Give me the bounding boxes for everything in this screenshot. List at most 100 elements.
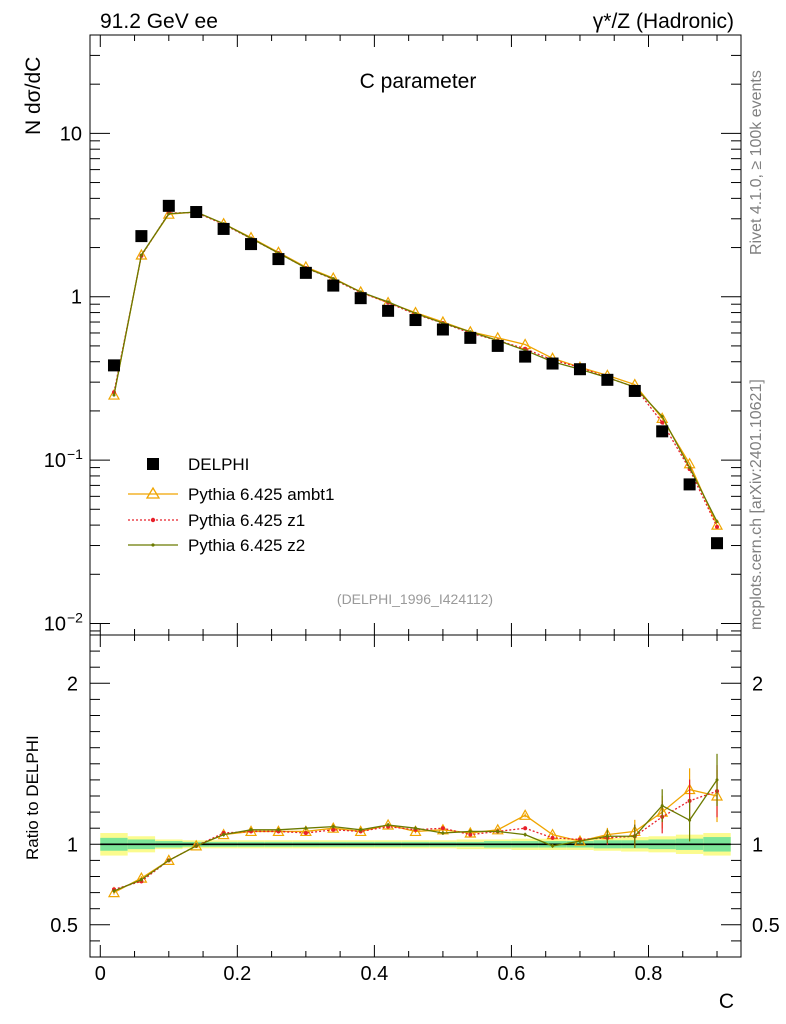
series-marker-2 xyxy=(386,300,390,304)
data-point-delphi xyxy=(190,206,203,219)
series-marker-2 xyxy=(331,277,335,281)
x-tick-label: 0 xyxy=(95,963,106,985)
ratio-marker-ambt1 xyxy=(107,886,121,898)
series-marker-ambt1 xyxy=(107,388,121,400)
ratio-marker-2 xyxy=(222,833,226,837)
y-tick-label: 10 xyxy=(44,450,66,472)
ratio-marker-2 xyxy=(386,823,390,827)
ratio-marker-2 xyxy=(249,828,253,832)
series-marker-1 xyxy=(715,524,720,529)
legend-label-ambt1: Pythia 6.425 ambt1 xyxy=(188,485,334,504)
ratio-panel-series xyxy=(107,753,724,898)
ratio-marker-2 xyxy=(331,825,335,829)
legend-marker-ambt1 xyxy=(145,486,161,499)
x-tick-label: 0.2 xyxy=(223,963,251,985)
x-tick-label: 0.4 xyxy=(360,963,388,985)
legend-marker-delphi xyxy=(147,458,159,470)
ratio-tick-label: 2 xyxy=(67,673,78,695)
y-tick-label: 10 xyxy=(60,123,82,145)
series-line-1 xyxy=(113,211,718,528)
ratio-marker-2 xyxy=(578,839,582,843)
chart-title: C parameter xyxy=(360,70,477,93)
data-point-delphi xyxy=(573,363,586,376)
data-point-delphi xyxy=(656,425,669,438)
ratio-marker-ambt1 xyxy=(382,818,395,830)
ratio-marker-2 xyxy=(551,844,555,848)
data-point-delphi xyxy=(382,304,395,317)
analysis-label: (DELPHI_1996_I424112) xyxy=(337,591,493,607)
main-panel-series xyxy=(107,199,724,550)
data-point-delphi xyxy=(245,238,258,251)
ratio-marker-1 xyxy=(550,835,555,840)
y-tick-label: 1 xyxy=(71,287,82,309)
ratio-marker-2 xyxy=(167,858,171,862)
ratio-marker-2 xyxy=(496,829,500,833)
series-line-2 xyxy=(113,211,718,522)
y-tick-exponent: −1 xyxy=(67,446,83,462)
ratio-marker-ambt1 xyxy=(299,825,312,837)
data-point-delphi xyxy=(162,199,175,212)
legend-label-z1: Pythia 6.425 z1 xyxy=(188,511,305,530)
ratio-tick-label-right: 0.5 xyxy=(752,915,780,937)
legend-marker-z2 xyxy=(151,543,155,547)
header-right: γ*/Z (Hadronic) xyxy=(593,10,734,33)
x-tick-label: 0.6 xyxy=(498,963,526,985)
ratio-tick-label: 1 xyxy=(67,834,78,856)
data-point-delphi xyxy=(628,384,641,397)
data-point-delphi xyxy=(546,357,559,370)
data-point-delphi xyxy=(354,292,367,305)
y-axis-label: N dσ/dC xyxy=(22,57,45,135)
ratio-marker-2 xyxy=(441,831,445,835)
ratio-marker-ambt1 xyxy=(464,826,477,838)
ratio-tick-label-right: 2 xyxy=(752,673,763,695)
ratio-marker-2 xyxy=(715,778,719,782)
legend: DELPHI Pythia 6.425 ambt1 Pythia 6.425 z… xyxy=(128,455,334,555)
ratio-marker-2 xyxy=(688,818,692,822)
ratio-marker-ambt1 xyxy=(519,809,532,820)
x-axis-label: C xyxy=(719,990,734,1013)
ratio-marker-2 xyxy=(139,878,143,882)
ratio-tick-label: 0.5 xyxy=(50,915,78,937)
x-tick-label: 0.8 xyxy=(635,963,663,985)
series-marker-2 xyxy=(167,212,171,216)
y-tick-exponent: −2 xyxy=(67,609,83,625)
ratio-marker-2 xyxy=(414,826,417,830)
series-marker-1 xyxy=(660,420,665,425)
y-tick-label: 10 xyxy=(44,613,66,635)
ratio-marker-1 xyxy=(331,827,336,832)
mcplots-label: mcplots.cern.ch [arXiv:2401.10621] xyxy=(748,379,765,630)
series-marker-2 xyxy=(688,466,692,470)
ratio-tick-label-right: 1 xyxy=(752,834,763,856)
data-point-delphi xyxy=(711,537,724,550)
data-point-delphi xyxy=(601,373,614,386)
ratio-marker-1 xyxy=(440,826,445,831)
ratio-marker-1 xyxy=(303,831,308,836)
data-point-delphi xyxy=(272,253,285,266)
ratio-marker-2 xyxy=(468,829,472,833)
ratio-marker-2 xyxy=(194,844,198,848)
data-point-delphi xyxy=(519,350,532,363)
data-point-delphi xyxy=(464,331,477,344)
ratio-marker-2 xyxy=(605,834,609,838)
ratio-marker-2 xyxy=(633,834,637,838)
ratio-marker-2 xyxy=(304,826,308,830)
data-point-delphi xyxy=(107,359,120,372)
ratio-marker-ambt1 xyxy=(491,823,504,835)
data-point-delphi xyxy=(491,339,504,352)
ratio-marker-ambt1 xyxy=(162,854,175,866)
ratio-marker-1 xyxy=(523,826,528,831)
data-point-delphi xyxy=(217,222,230,235)
data-point-delphi xyxy=(409,314,422,327)
data-point-delphi xyxy=(135,230,148,243)
ratio-marker-2 xyxy=(359,828,363,832)
legend-label-delphi: DELPHI xyxy=(188,455,249,474)
legend-marker-z1 xyxy=(150,517,156,523)
series-marker-ambt1 xyxy=(710,518,724,530)
ratio-panel-frame xyxy=(89,634,742,958)
ratio-marker-ambt1 xyxy=(409,825,422,837)
ratio-marker-ambt1 xyxy=(327,821,340,833)
data-point-delphi xyxy=(436,323,449,336)
ratio-marker-1 xyxy=(468,832,473,837)
